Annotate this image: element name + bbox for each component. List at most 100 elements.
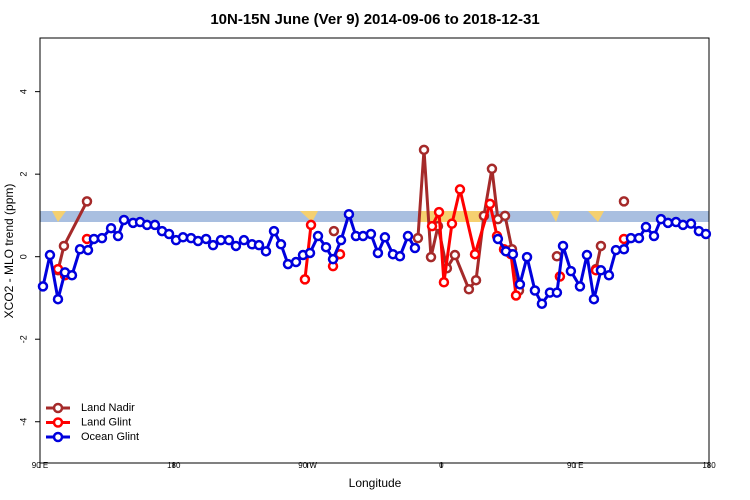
data-point (492, 233, 504, 245)
data-point (499, 210, 511, 222)
x-tick-label: 180 (167, 461, 181, 470)
data-point (529, 285, 541, 296)
data-point (96, 232, 108, 244)
data-point (595, 265, 607, 276)
data-point (312, 230, 324, 242)
data-point (648, 230, 660, 242)
data-point (207, 239, 219, 251)
data-point (574, 281, 586, 292)
data-point (557, 240, 569, 252)
legend-label: Ocean Glint (81, 431, 139, 443)
data-point (418, 144, 430, 156)
data-point (238, 234, 250, 246)
data-point (426, 220, 438, 232)
data-point (588, 293, 600, 305)
data-point (412, 232, 424, 244)
data-point (446, 218, 458, 229)
x-axis-label: Longitude (349, 476, 402, 490)
data-point (192, 235, 204, 247)
x-tick-label: 90 E (32, 461, 48, 470)
data-point (372, 247, 384, 259)
data-point (44, 249, 56, 261)
data-point (379, 232, 391, 243)
legend-marker (52, 431, 64, 443)
y-tick-label: 0 (18, 254, 28, 259)
y-axis-label: XCO2 - MLO trend (ppm) (2, 184, 16, 319)
data-point (260, 246, 272, 257)
data-point (200, 233, 212, 245)
x-tick-label: 90 W (298, 461, 317, 470)
data-point (82, 244, 94, 256)
data-point (565, 265, 577, 277)
series-line (41, 209, 707, 307)
data-point (275, 239, 287, 250)
data-point (677, 219, 689, 231)
data-point (327, 253, 339, 265)
data-point (469, 248, 481, 260)
data-point (118, 214, 130, 226)
data-point (163, 228, 175, 240)
data-point (551, 287, 563, 298)
data-point (268, 225, 280, 237)
data-point (230, 240, 242, 252)
data-point (37, 281, 49, 292)
data-point (618, 196, 630, 207)
data-point (328, 225, 340, 237)
legend-label: Land Nadir (81, 402, 135, 414)
data-point (52, 293, 64, 305)
data-point (433, 206, 445, 218)
data-point (551, 251, 563, 262)
data-point (514, 279, 526, 290)
data-point (365, 228, 377, 240)
legend-marker (52, 417, 64, 428)
legend-label: Land Glint (81, 416, 131, 428)
data-point (177, 232, 189, 243)
data-point (299, 274, 311, 285)
data-point (409, 242, 421, 254)
data-point (536, 298, 548, 309)
data-point (470, 274, 482, 286)
data-point (74, 244, 86, 255)
data-point (603, 270, 615, 281)
data-point (425, 251, 437, 263)
data-point (81, 196, 93, 207)
plot-frame (39, 37, 710, 464)
x-tick-label: 90 E (567, 461, 583, 470)
chart-title: 10N-15N June (Ver 9) 2014-09-06 to 2018-… (210, 11, 539, 28)
data-point (486, 163, 498, 175)
data-point (510, 290, 522, 301)
data-point (700, 228, 712, 240)
data-point (685, 218, 697, 229)
data-point (640, 221, 652, 233)
data-point (58, 240, 70, 252)
y-tick-label: 2 (18, 172, 28, 177)
data-point (402, 230, 414, 242)
y-tick-label: -4 (18, 418, 28, 426)
data-point (335, 234, 347, 246)
x-tick-label: 0 (439, 461, 444, 470)
y-tick-label: 4 (18, 89, 28, 94)
data-point (633, 232, 645, 244)
data-point (463, 284, 475, 295)
data-point (662, 217, 674, 229)
data-point (304, 247, 316, 259)
data-point (320, 241, 332, 253)
data-point (149, 219, 161, 231)
data-point (454, 184, 466, 195)
data-point (438, 277, 450, 288)
data-point (449, 249, 461, 261)
data-point (66, 270, 78, 281)
data-point (290, 256, 302, 268)
data-point (394, 251, 406, 262)
legend-marker (52, 402, 64, 414)
data-point (343, 208, 355, 220)
data-point (305, 219, 317, 231)
data-point (223, 234, 235, 246)
data-point (507, 248, 519, 260)
y-tick-label: -2 (18, 335, 28, 343)
data-point (581, 249, 593, 261)
data-point (88, 233, 100, 245)
data-point (521, 251, 533, 263)
data-point (595, 240, 607, 252)
